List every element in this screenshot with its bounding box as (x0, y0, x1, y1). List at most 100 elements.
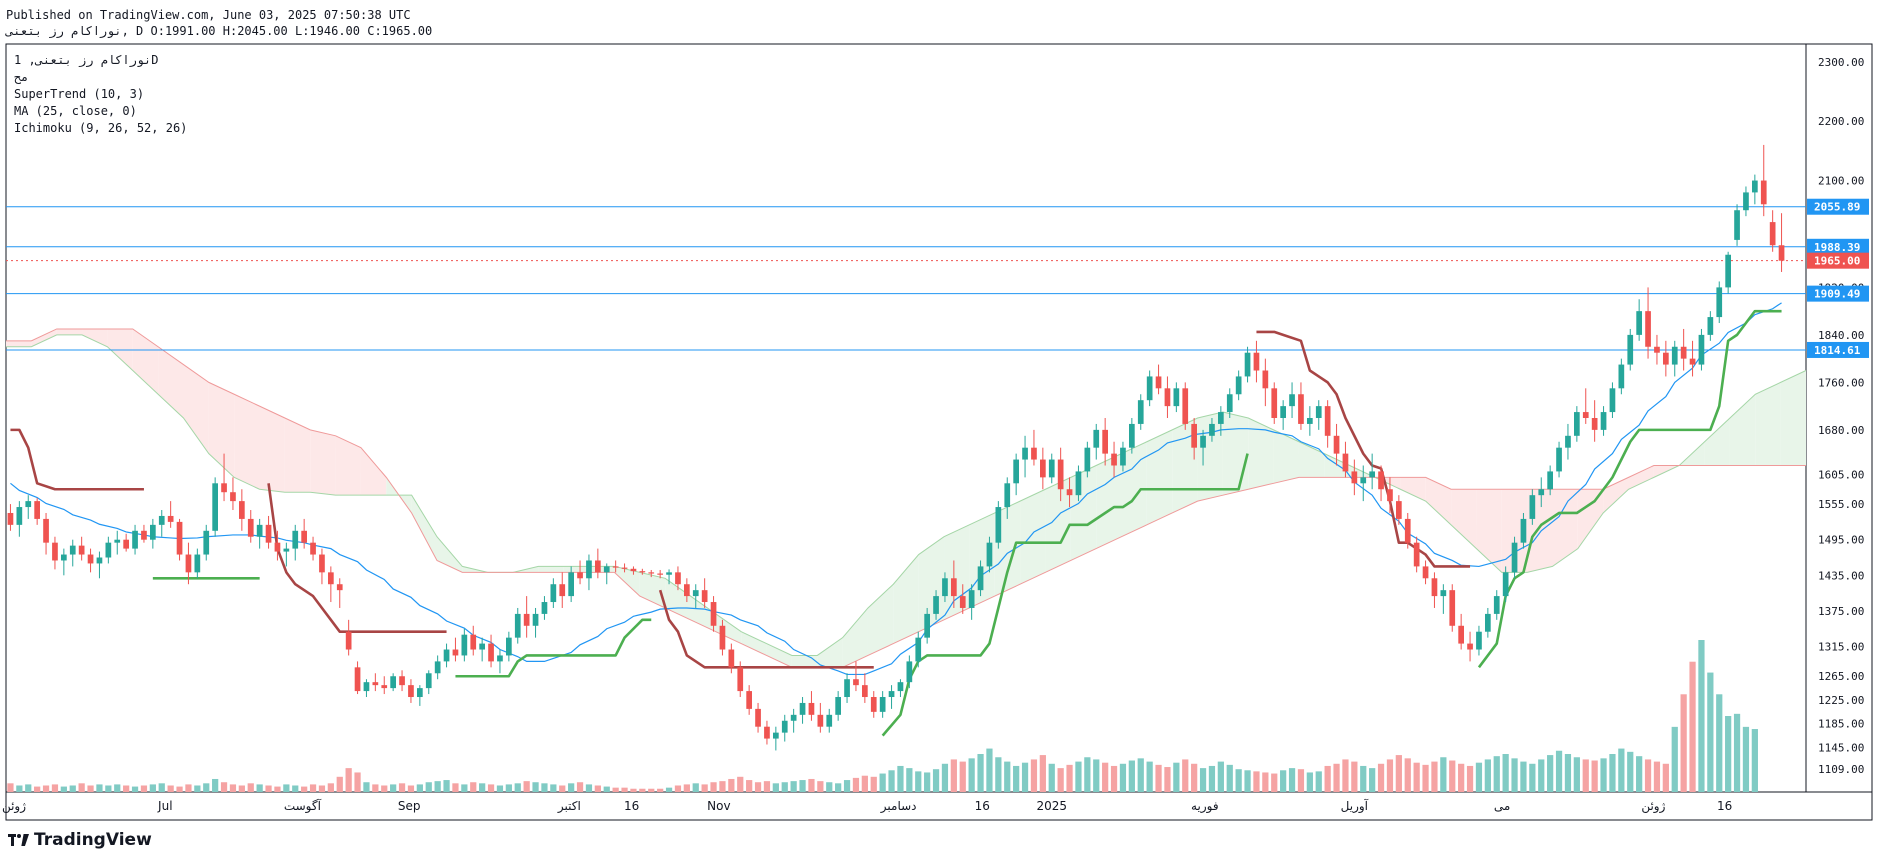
volume-bar (1182, 759, 1189, 792)
candle (479, 637, 485, 662)
candle (1324, 400, 1331, 448)
candle (328, 566, 334, 603)
candle (986, 536, 993, 573)
candle (1760, 144, 1767, 217)
volume-bar (1235, 769, 1242, 792)
volume-bar (808, 778, 815, 792)
candle-body (1387, 489, 1393, 502)
legend-symbol[interactable]: نوراکام رز بتعنی, 1D (14, 53, 159, 67)
volume-bar (265, 785, 272, 792)
volume-bar (1564, 754, 1572, 792)
candle (612, 560, 619, 573)
candle-body (1520, 518, 1527, 543)
price-tick-label: 1495.00 (1818, 534, 1864, 547)
ichimoku-cloud-segment (1425, 477, 1452, 525)
price-tick-label: 1555.00 (1818, 498, 1864, 511)
candle (933, 590, 939, 620)
volume-bar (96, 784, 103, 792)
candle-body (790, 714, 797, 721)
candle (319, 548, 325, 585)
candle-body (123, 539, 129, 549)
candle-body (1173, 388, 1180, 407)
candle-body (1315, 406, 1322, 418)
candle (141, 524, 147, 543)
candle (1476, 625, 1482, 656)
candle (862, 673, 868, 703)
candle (621, 563, 628, 573)
volume-bar (1609, 754, 1616, 792)
volume-bar (1662, 763, 1669, 792)
candle-body (630, 568, 637, 572)
volume-bar (1689, 661, 1696, 792)
ichimoku-cloud-segment (563, 566, 590, 573)
candle (799, 697, 806, 724)
candle-body (817, 714, 824, 727)
volume-bar (648, 788, 655, 792)
candle-body (1031, 447, 1037, 460)
volume-bar (1582, 759, 1589, 792)
volume-bar (434, 781, 441, 792)
volume-bar (932, 769, 940, 792)
candle-body (417, 688, 423, 698)
candle (1431, 572, 1438, 608)
candle (1262, 358, 1269, 407)
candle-body (1636, 311, 1642, 335)
volume-bar (621, 787, 628, 792)
candle-body (1778, 245, 1785, 261)
volume-bar (443, 780, 450, 792)
published-info: Published on TradingView.com, June 03, 2… (6, 8, 411, 22)
candle-body (1689, 358, 1696, 365)
candle-body (479, 643, 485, 650)
volume-bar (550, 784, 557, 792)
candle-body (621, 567, 628, 569)
volume-bar (1173, 762, 1180, 792)
candle (265, 515, 272, 549)
candle-body (1760, 180, 1767, 205)
volume-bar (630, 788, 637, 792)
candle-body (1671, 346, 1678, 365)
candle-body (773, 732, 779, 739)
candle-body (1467, 643, 1473, 650)
volume-bar (496, 785, 504, 792)
candle-body (1493, 596, 1500, 614)
candle-body (1396, 501, 1402, 519)
volume-bar (737, 776, 744, 792)
volume-bar (1217, 761, 1224, 792)
volume-bar (185, 784, 192, 792)
volume-bar (238, 785, 245, 792)
candle (1769, 210, 1776, 252)
candle (399, 670, 405, 692)
legend-supertrend[interactable]: SuperTrend (10, 3) (14, 87, 145, 101)
candle-body (701, 590, 708, 603)
candle (737, 661, 744, 698)
candle-body (541, 602, 548, 614)
volume-bar (256, 784, 263, 792)
volume-bar (336, 776, 343, 792)
supertrend-down-line (10, 428, 144, 491)
volume-bar (390, 784, 397, 792)
candle-body (897, 682, 904, 692)
candle (1013, 453, 1019, 496)
legend-ichimoku[interactable]: Ichimoku (9, 26, 52, 26) (14, 121, 188, 135)
price-tick-label: 1145.00 (1818, 741, 1864, 754)
volume-bar (505, 784, 512, 792)
candle-body (1440, 590, 1447, 597)
legend-ma[interactable]: MA (25, close, 0) (14, 104, 137, 118)
time-tick-label: آگوست (284, 798, 322, 814)
ichimoku-cloud-segment (1273, 429, 1299, 484)
candle-body (1591, 418, 1598, 430)
volume-bar (1466, 765, 1474, 792)
candle (1031, 429, 1037, 466)
candle-body (1734, 210, 1740, 240)
candle-body (603, 566, 610, 573)
candle (523, 596, 530, 638)
ichimoku-cloud-segment (1197, 412, 1223, 502)
price-tick-label: 1315.00 (1818, 641, 1864, 654)
volume-bar (363, 782, 370, 792)
volume-bar (790, 781, 797, 792)
volume-bar (1271, 773, 1278, 792)
tradingview-logo[interactable]: TradingView (8, 830, 152, 850)
volume-bar (1555, 750, 1563, 792)
ichimoku-cloud-segment (690, 596, 716, 632)
